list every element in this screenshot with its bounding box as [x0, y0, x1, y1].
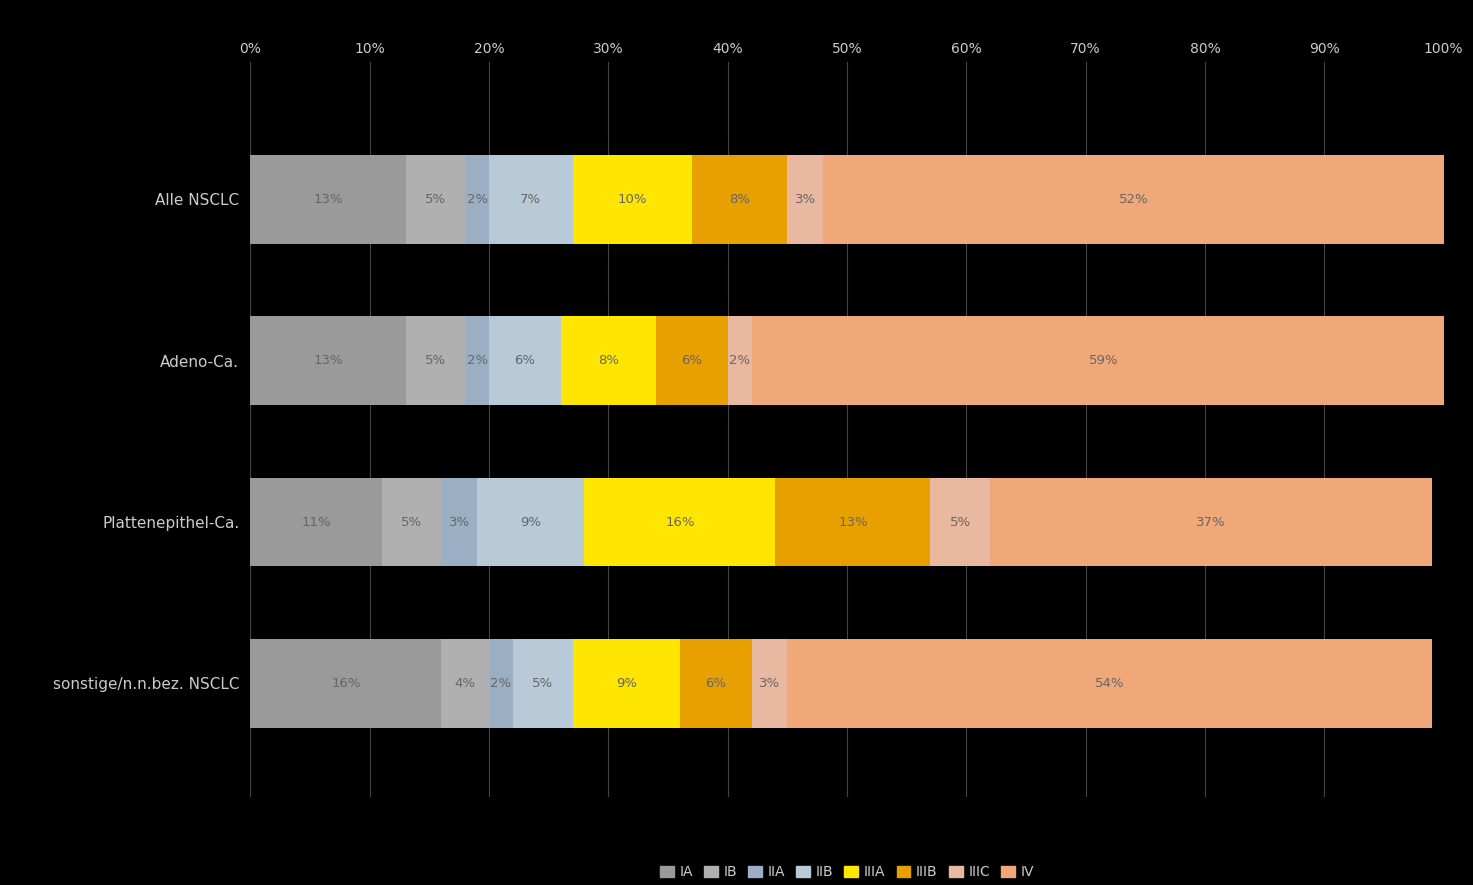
- Text: 6%: 6%: [514, 354, 535, 367]
- Bar: [513, 639, 573, 727]
- Text: 5%: 5%: [424, 354, 446, 367]
- Bar: [655, 316, 728, 405]
- Text: 54%: 54%: [1094, 677, 1124, 690]
- Bar: [787, 155, 823, 243]
- Text: 3%: 3%: [449, 516, 470, 528]
- Bar: [442, 478, 477, 566]
- Bar: [990, 478, 1432, 566]
- Bar: [489, 316, 561, 405]
- Bar: [775, 478, 931, 566]
- Text: 2%: 2%: [491, 677, 511, 690]
- Bar: [585, 478, 775, 566]
- Text: 52%: 52%: [1118, 193, 1147, 205]
- Text: 37%: 37%: [1196, 516, 1226, 528]
- Text: 16%: 16%: [666, 516, 695, 528]
- Text: 5%: 5%: [401, 516, 423, 528]
- Bar: [823, 155, 1444, 243]
- Text: 5%: 5%: [950, 516, 971, 528]
- Bar: [561, 316, 655, 405]
- Text: 5%: 5%: [424, 193, 446, 205]
- Text: 6%: 6%: [706, 677, 726, 690]
- Text: 8%: 8%: [598, 354, 619, 367]
- Bar: [751, 316, 1455, 405]
- Text: 16%: 16%: [331, 677, 361, 690]
- Bar: [573, 155, 692, 243]
- Bar: [692, 155, 787, 243]
- Text: 5%: 5%: [532, 677, 554, 690]
- Text: 7%: 7%: [520, 193, 542, 205]
- Text: 10%: 10%: [617, 193, 647, 205]
- Text: 6%: 6%: [682, 354, 703, 367]
- Bar: [489, 155, 573, 243]
- Bar: [465, 155, 489, 243]
- Bar: [465, 316, 489, 405]
- Text: 3%: 3%: [759, 677, 781, 690]
- Bar: [681, 639, 751, 727]
- Text: 2%: 2%: [467, 354, 488, 367]
- Bar: [489, 639, 513, 727]
- Text: 2%: 2%: [467, 193, 488, 205]
- Text: 11%: 11%: [300, 516, 331, 528]
- Bar: [442, 639, 489, 727]
- Text: 2%: 2%: [729, 354, 750, 367]
- Bar: [405, 316, 465, 405]
- Text: 8%: 8%: [729, 193, 750, 205]
- Text: 9%: 9%: [616, 677, 636, 690]
- Bar: [477, 478, 585, 566]
- Text: 9%: 9%: [520, 516, 541, 528]
- Text: 13%: 13%: [314, 193, 343, 205]
- Legend: IA, IB, IIA, IIB, IIIA, IIIB, IIIC, IV: IA, IB, IIA, IIB, IIIA, IIIB, IIIC, IV: [654, 860, 1040, 885]
- Text: 13%: 13%: [838, 516, 868, 528]
- Bar: [250, 639, 442, 727]
- Bar: [787, 639, 1432, 727]
- Text: 4%: 4%: [455, 677, 476, 690]
- Text: 13%: 13%: [314, 354, 343, 367]
- Bar: [728, 316, 751, 405]
- Bar: [573, 639, 681, 727]
- Bar: [250, 478, 382, 566]
- Bar: [250, 155, 405, 243]
- Text: 3%: 3%: [794, 193, 816, 205]
- Bar: [382, 478, 442, 566]
- Text: 59%: 59%: [1089, 354, 1118, 367]
- Bar: [931, 478, 990, 566]
- Bar: [250, 316, 405, 405]
- Bar: [405, 155, 465, 243]
- Bar: [751, 639, 787, 727]
